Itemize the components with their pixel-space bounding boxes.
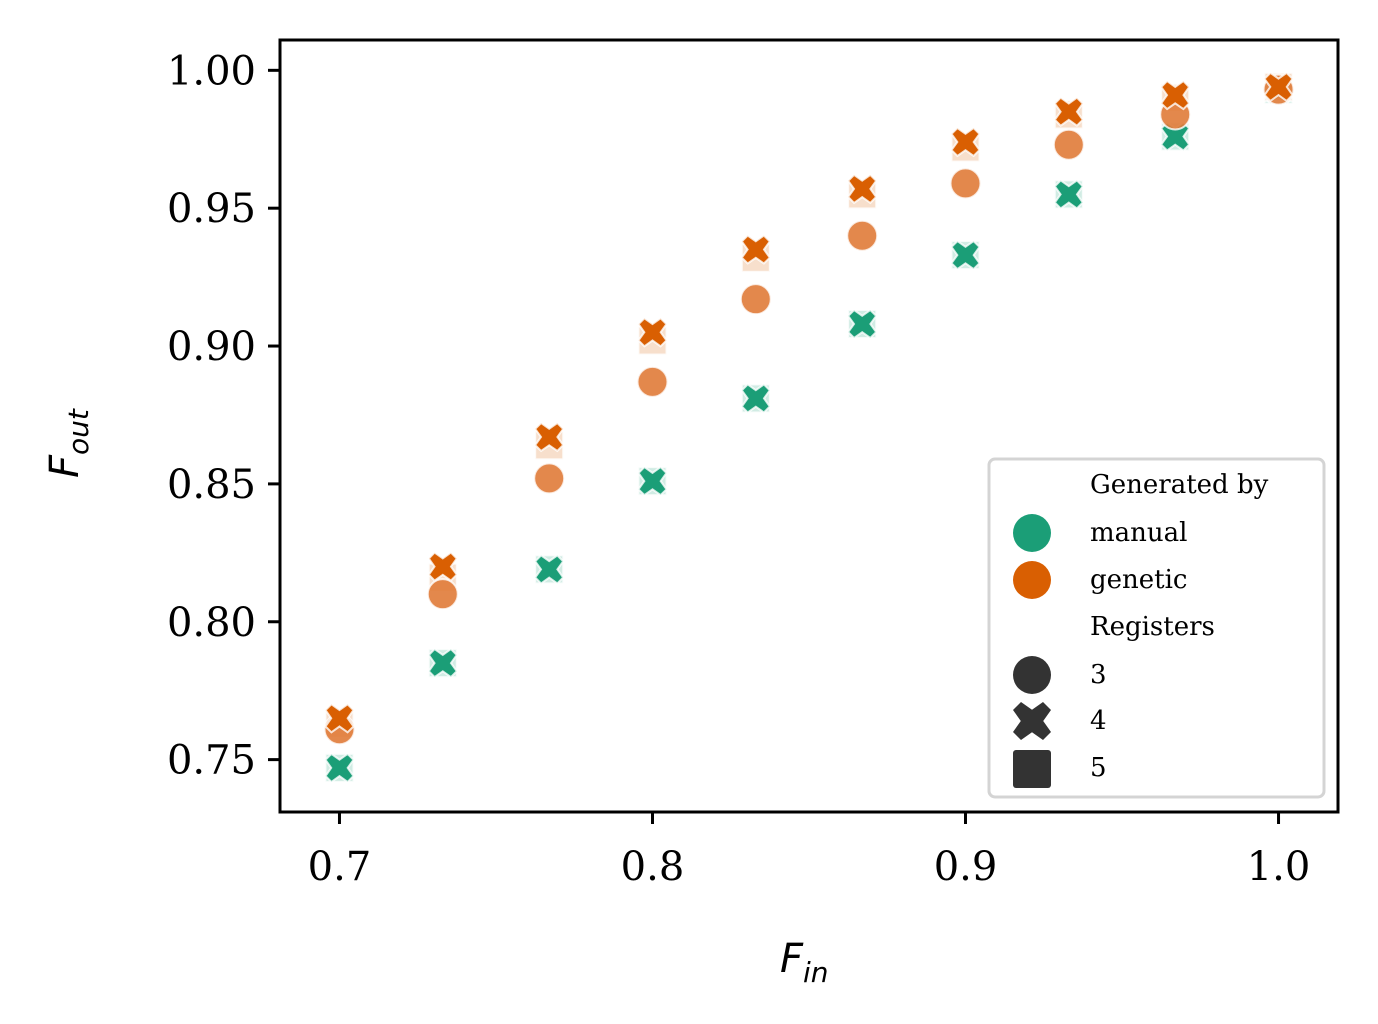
point-genetic-4-x <box>740 234 772 265</box>
point-genetic-4-x <box>1159 79 1191 111</box>
point-manual-4-x <box>533 554 565 585</box>
point-genetic-3-circle <box>739 283 772 316</box>
x-tick-label: 0.7 <box>308 844 372 890</box>
point-manual-4-x <box>950 239 981 271</box>
x-tick-label: 0.8 <box>621 844 685 890</box>
legend-marker-manual <box>1013 514 1051 552</box>
legend-title-style: Registers <box>1090 612 1215 642</box>
point-manual-4-x <box>427 647 459 679</box>
legend-label-4: 4 <box>1090 706 1107 736</box>
point-genetic-4-x <box>427 551 459 582</box>
legend-label-5: 5 <box>1090 753 1107 783</box>
point-manual-4-x <box>740 383 772 414</box>
point-genetic-3-circle <box>1052 128 1085 161</box>
y-axis-label: Fout <box>42 408 95 478</box>
x-tick-label: 0.9 <box>934 844 998 890</box>
x-axis-label: Fin <box>780 936 829 989</box>
point-genetic-4-x <box>846 173 878 205</box>
legend-label-genetic: genetic <box>1090 565 1188 595</box>
legend-marker-4-x-icon <box>1013 702 1051 740</box>
y-tick-label: 1.00 <box>167 48 256 94</box>
point-manual-4-x <box>846 308 878 340</box>
point-genetic-4-x <box>1053 96 1085 128</box>
legend-marker-genetic <box>1013 561 1051 599</box>
legend-box <box>987 457 1326 799</box>
x-tick-label: 1.0 <box>1247 844 1311 890</box>
point-genetic-4-x <box>324 703 355 734</box>
point-genetic-3-circle <box>846 219 879 252</box>
y-tick-label: 0.75 <box>167 738 256 784</box>
legend-marker-3-circle-icon <box>1013 656 1051 694</box>
y-tick-label: 0.80 <box>167 600 256 646</box>
point-genetic-3-circle <box>533 462 566 495</box>
axes-frame <box>278 38 1340 814</box>
data-points <box>323 71 1295 784</box>
y-tick-label: 0.85 <box>167 462 256 508</box>
y-tick-label: 0.90 <box>167 324 256 370</box>
y-axis: 0.75 0.80 0.85 0.90 0.95 1.00 <box>167 48 280 784</box>
point-genetic-4-x <box>950 126 981 158</box>
point-genetic-3-circle <box>636 365 669 398</box>
legend-marker-5-square-icon <box>1013 750 1051 788</box>
point-genetic-4-x <box>637 317 668 348</box>
point-manual-4-x <box>1053 179 1085 210</box>
point-genetic-3-circle <box>426 578 459 611</box>
legend-title-hue: Generated by <box>1090 470 1269 500</box>
point-manual-4-x <box>637 465 668 497</box>
y-tick-label: 0.95 <box>167 186 256 232</box>
legend-label-3: 3 <box>1090 660 1107 690</box>
point-manual-4-x <box>324 752 355 784</box>
legend: Generated by manual genetic Registers 3 … <box>987 457 1326 799</box>
point-genetic-4-x <box>533 421 565 453</box>
legend-label-manual: manual <box>1090 518 1187 548</box>
x-axis: 0.7 0.8 0.9 1.0 <box>308 812 1311 890</box>
point-genetic-4-x <box>1263 71 1294 103</box>
point-genetic-3-circle <box>949 167 982 200</box>
